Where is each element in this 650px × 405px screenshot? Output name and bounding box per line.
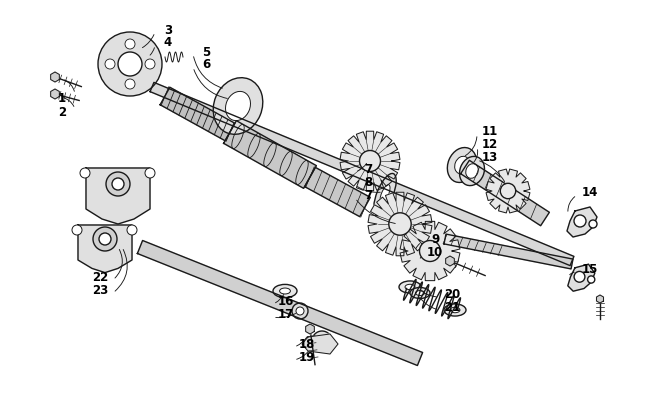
Circle shape	[125, 80, 135, 90]
Ellipse shape	[399, 281, 421, 293]
Text: 4: 4	[164, 36, 172, 49]
Polygon shape	[224, 122, 317, 189]
Circle shape	[588, 276, 595, 284]
Ellipse shape	[273, 285, 297, 298]
Polygon shape	[306, 324, 315, 334]
Polygon shape	[160, 88, 235, 141]
Circle shape	[574, 272, 585, 283]
Text: 23: 23	[92, 284, 108, 297]
Circle shape	[80, 168, 90, 179]
Circle shape	[317, 336, 327, 346]
Text: 6: 6	[202, 58, 210, 71]
Text: 22: 22	[92, 271, 108, 284]
Circle shape	[99, 233, 111, 245]
Circle shape	[145, 60, 155, 70]
Text: 5: 5	[202, 45, 210, 58]
Ellipse shape	[280, 288, 291, 294]
Circle shape	[296, 307, 304, 315]
Text: 1: 1	[58, 91, 66, 104]
Polygon shape	[305, 168, 370, 217]
Ellipse shape	[374, 174, 396, 215]
Circle shape	[292, 303, 308, 319]
Polygon shape	[368, 193, 432, 256]
Polygon shape	[51, 73, 59, 83]
Text: 15: 15	[582, 263, 598, 276]
Polygon shape	[400, 222, 460, 281]
Text: 13: 13	[482, 151, 498, 164]
Ellipse shape	[466, 164, 478, 179]
Circle shape	[93, 228, 117, 252]
Text: 17: 17	[278, 308, 294, 321]
Ellipse shape	[226, 92, 250, 122]
Circle shape	[106, 173, 130, 196]
Text: 2: 2	[58, 106, 66, 119]
Polygon shape	[51, 90, 59, 100]
Polygon shape	[302, 334, 338, 354]
Text: 7: 7	[364, 163, 372, 176]
Polygon shape	[86, 168, 150, 224]
Text: 8: 8	[364, 176, 372, 189]
Polygon shape	[461, 161, 549, 226]
Circle shape	[105, 60, 115, 70]
Ellipse shape	[460, 157, 484, 186]
Polygon shape	[567, 207, 597, 237]
Circle shape	[125, 40, 135, 50]
Text: 10: 10	[427, 246, 443, 259]
Circle shape	[500, 184, 515, 199]
Polygon shape	[78, 226, 132, 273]
Text: 12: 12	[482, 138, 498, 151]
Text: 7: 7	[364, 189, 372, 202]
Text: 16: 16	[278, 295, 294, 308]
Ellipse shape	[454, 157, 469, 174]
Polygon shape	[150, 83, 574, 266]
Text: 21: 21	[444, 301, 460, 314]
Polygon shape	[446, 256, 454, 266]
Ellipse shape	[415, 291, 424, 296]
Text: 3: 3	[164, 23, 172, 36]
Circle shape	[127, 226, 137, 235]
Text: 14: 14	[582, 186, 598, 199]
Circle shape	[359, 151, 380, 172]
Polygon shape	[444, 234, 573, 269]
Ellipse shape	[444, 304, 466, 316]
Circle shape	[118, 53, 142, 77]
Circle shape	[72, 226, 82, 235]
Circle shape	[112, 179, 124, 190]
Text: 11: 11	[482, 125, 498, 138]
Circle shape	[589, 220, 597, 228]
Polygon shape	[137, 241, 422, 366]
Ellipse shape	[405, 285, 415, 290]
Polygon shape	[597, 295, 603, 303]
Polygon shape	[486, 170, 530, 213]
Circle shape	[98, 33, 162, 97]
Circle shape	[574, 215, 586, 228]
Ellipse shape	[380, 185, 390, 204]
Text: 20: 20	[444, 288, 460, 301]
Ellipse shape	[447, 148, 476, 183]
Circle shape	[312, 331, 332, 351]
Circle shape	[419, 241, 441, 262]
Ellipse shape	[450, 307, 460, 313]
Ellipse shape	[410, 288, 430, 299]
Circle shape	[145, 168, 155, 179]
Polygon shape	[340, 132, 400, 191]
Text: 18: 18	[299, 338, 315, 351]
Polygon shape	[568, 264, 595, 292]
Circle shape	[389, 213, 411, 236]
Ellipse shape	[213, 79, 263, 135]
Text: 19: 19	[299, 351, 315, 364]
Text: 9: 9	[431, 233, 439, 246]
